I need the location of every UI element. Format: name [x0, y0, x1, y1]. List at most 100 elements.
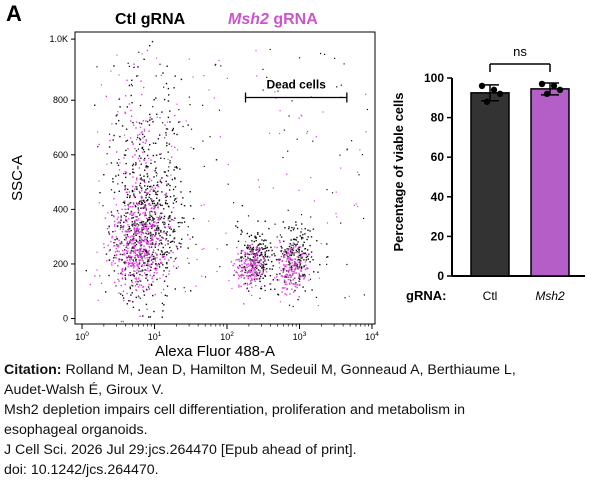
scatter-point — [290, 267, 293, 270]
scatter-point — [306, 267, 308, 269]
scatter-point — [235, 225, 237, 227]
scatter-point — [166, 174, 168, 177]
scatter-point — [147, 241, 149, 244]
scatter-point — [242, 274, 245, 277]
scatter-point — [241, 274, 243, 276]
scatter-point — [130, 115, 133, 117]
scatter-point — [154, 235, 156, 238]
scatter-point — [250, 268, 253, 270]
scatter-point — [169, 241, 172, 243]
scatter-point — [97, 299, 99, 301]
scatter-point — [126, 241, 129, 243]
scatter-point — [357, 205, 359, 208]
scatter-point — [298, 277, 300, 280]
scatter-point — [144, 262, 146, 264]
scatter-point — [256, 264, 258, 266]
scatter-point — [242, 250, 244, 252]
scatter-point — [148, 243, 150, 246]
scatter-point — [179, 221, 181, 224]
scatter-point — [355, 203, 357, 205]
scatter-point — [124, 278, 127, 280]
scatter-point — [138, 296, 140, 298]
scatter-point — [152, 142, 155, 144]
scatter-point — [156, 116, 158, 118]
scatter-point — [240, 229, 243, 231]
scatter-point — [252, 259, 254, 261]
scatter-point — [250, 274, 252, 277]
scatter-point — [115, 175, 117, 177]
scatter-point — [335, 212, 337, 215]
scatter-point — [140, 220, 142, 222]
scatter-point — [290, 270, 293, 272]
scatter-point — [134, 251, 136, 253]
scatter-point — [131, 141, 133, 143]
data-point — [550, 82, 558, 90]
scatter-point — [149, 119, 151, 121]
scatter-point — [139, 104, 142, 107]
scatter-point — [203, 75, 205, 77]
scatter-point — [143, 179, 145, 181]
scatter-point — [160, 157, 162, 159]
scatter-point — [157, 219, 159, 221]
scatter-point — [294, 282, 296, 285]
data-point — [543, 90, 551, 98]
scatter-point — [151, 220, 153, 222]
scatter-point — [162, 310, 164, 312]
scatter-point — [284, 227, 286, 229]
scatter-point — [256, 274, 259, 276]
scatter-point — [138, 262, 141, 264]
scatter-point — [151, 263, 153, 265]
scatter-point — [253, 262, 255, 264]
scatter-point — [115, 236, 117, 238]
scatter-point — [147, 219, 149, 221]
scatter-point — [123, 225, 125, 227]
scatter-point — [131, 221, 133, 223]
scatter-point — [158, 218, 160, 220]
scatter-point — [131, 264, 133, 267]
scatter-point — [308, 279, 310, 281]
scatter-point — [153, 255, 155, 258]
scatter-point — [153, 272, 156, 274]
scatter-point — [294, 283, 296, 286]
scatter-point — [181, 238, 183, 240]
scatter-point — [112, 178, 114, 180]
scatter-point — [156, 265, 158, 267]
scatter-point — [189, 238, 191, 240]
scatter-point — [109, 139, 111, 142]
scatter-point — [126, 292, 128, 295]
scatter-point — [127, 62, 129, 64]
scatter-point — [318, 277, 320, 279]
scatter-point — [201, 248, 203, 250]
scatter-point — [138, 51, 140, 53]
scatter-point — [244, 271, 246, 274]
scatter-point — [116, 210, 119, 212]
scatter-point — [290, 266, 292, 269]
scatter-point — [346, 263, 348, 266]
scatter-point — [133, 188, 136, 190]
scatter-point — [135, 277, 138, 279]
scatter-point — [154, 293, 156, 296]
scatter-point — [163, 304, 165, 306]
scatter-point — [226, 77, 228, 79]
scatter-point — [269, 132, 271, 134]
scatter-point — [139, 241, 141, 244]
scatter-point — [100, 282, 103, 284]
scatter-point — [155, 243, 157, 245]
scatter-point — [246, 246, 249, 249]
scatter-point — [157, 227, 159, 229]
scatter-point — [256, 256, 259, 259]
scatter-point — [167, 175, 169, 177]
scatter-point — [141, 265, 144, 267]
caption-authors-line1: Citation: Rolland M, Jean D, Hamilton M,… — [4, 361, 516, 380]
scatter-point — [156, 113, 158, 115]
scatter-point — [246, 263, 248, 265]
scatter-point — [125, 218, 127, 220]
scatter-point — [305, 259, 308, 261]
scatter-point — [270, 288, 272, 291]
scatter-point — [240, 252, 242, 254]
scatter-point — [282, 269, 285, 271]
scatter-point — [303, 259, 305, 261]
scatter-point — [124, 216, 127, 218]
scatter-point — [131, 285, 134, 287]
scatter-x-tick-label: 100 — [75, 331, 89, 342]
